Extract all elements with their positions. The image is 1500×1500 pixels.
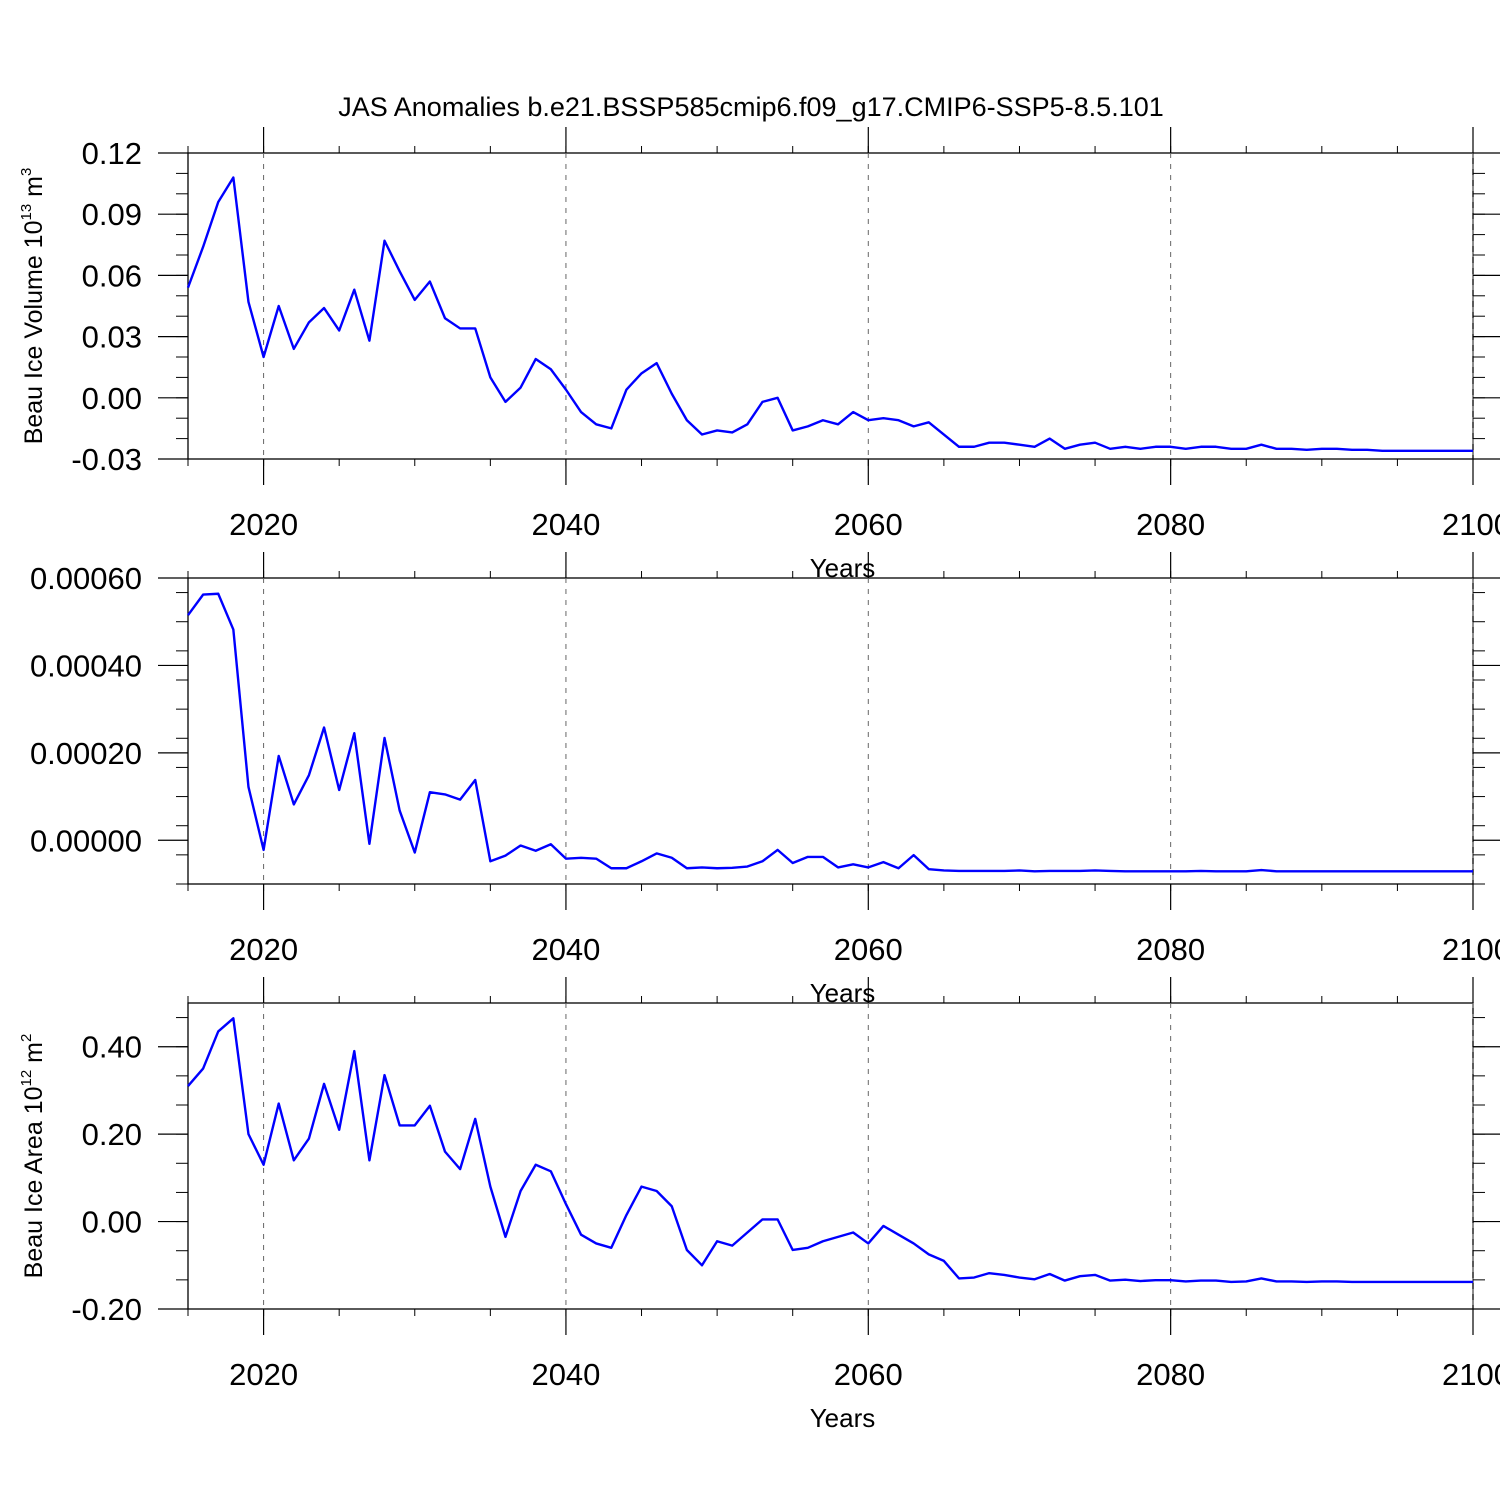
plot-frame [187, 1002, 1474, 1310]
y-tick-label: 0.00 [82, 381, 142, 416]
y-axis-label-unit: m [20, 176, 48, 204]
figure-title: JAS Anomalies b.e21.BSSP585cmip6.f09_g17… [338, 92, 1164, 122]
x-tick-label: 2080 [1136, 932, 1205, 967]
panel-3: 2020 2040 2060 2080 2100 Years -0.20 0.00 0.20 0.… [18, 977, 1500, 1433]
y-tick-label: 0.12 [82, 136, 142, 171]
y-axis-label-exponent: 13 [18, 204, 35, 221]
series-line [186, 176, 1473, 453]
x-tick-label: 2060 [834, 1357, 903, 1392]
x-tick-label: 2060 [834, 507, 903, 542]
x-tick-label: 2020 [229, 507, 298, 542]
x-axis-label: Years [810, 1403, 876, 1433]
y-tick-label: 0.20 [82, 1117, 142, 1152]
y-tick-label: 0.00040 [30, 648, 142, 683]
y-axis-label-main: Beau Ice Area 10 [20, 1087, 48, 1279]
y-tick-label: 0.06 [82, 258, 142, 293]
x-tick-label: 2040 [531, 932, 600, 967]
y-tick-label: -0.03 [71, 442, 142, 477]
y-axis-label: Beau Ice Area 1012 m2 [18, 1034, 48, 1279]
y-axis-label-unit-exponent: 3 [18, 168, 35, 176]
panel-2: 20202040206020802100Years0.000000.000200… [30, 552, 1500, 1008]
y-tick-label: 0.00060 [30, 561, 142, 596]
y-tick-label: 0.00020 [30, 736, 142, 771]
plot-frame [187, 577, 1474, 885]
y-axis-label-exponent: 12 [18, 1070, 35, 1087]
x-tick-label: 2040 [531, 507, 600, 542]
panel-1: 20202040206020802100Years-0.030.000.030.… [18, 127, 1500, 583]
y-tick-label: 0.03 [82, 320, 142, 355]
y-tick-label: -0.20 [71, 1292, 142, 1327]
panels: 2020 2040 2060 2080 2100 Years -0.03 0.00 0.03 0.… [18, 127, 1500, 1433]
y-tick-label: 0.00000 [30, 823, 142, 858]
x-tick-label: 2100 [1442, 932, 1500, 967]
y-tick-label: 0.09 [82, 197, 142, 232]
x-tick-label: 2100 [1442, 507, 1500, 542]
x-tick-label: 2040 [531, 1357, 600, 1392]
y-tick-label: 0.40 [82, 1030, 142, 1065]
x-tick-label: 2100 [1442, 1357, 1500, 1392]
series-line [187, 1017, 1473, 1284]
y-axis-label-unit: m [20, 1042, 48, 1070]
y-axis-label-main: Beau Ice Volume 10 [20, 221, 48, 445]
plot-frame [187, 152, 1474, 460]
x-tick-label: 2020 [229, 1357, 298, 1392]
series-line [187, 592, 1473, 873]
y-axis-label: Beau Ice Volume 1013 m3 [18, 168, 48, 445]
y-tick-label: 0.00 [82, 1205, 142, 1240]
y-axis-label-unit-exponent: 2 [18, 1034, 35, 1042]
x-tick-label: 2080 [1136, 1357, 1205, 1392]
x-tick-label: 2080 [1136, 507, 1205, 542]
x-tick-label: 2020 [229, 932, 298, 967]
x-tick-label: 2060 [834, 932, 903, 967]
